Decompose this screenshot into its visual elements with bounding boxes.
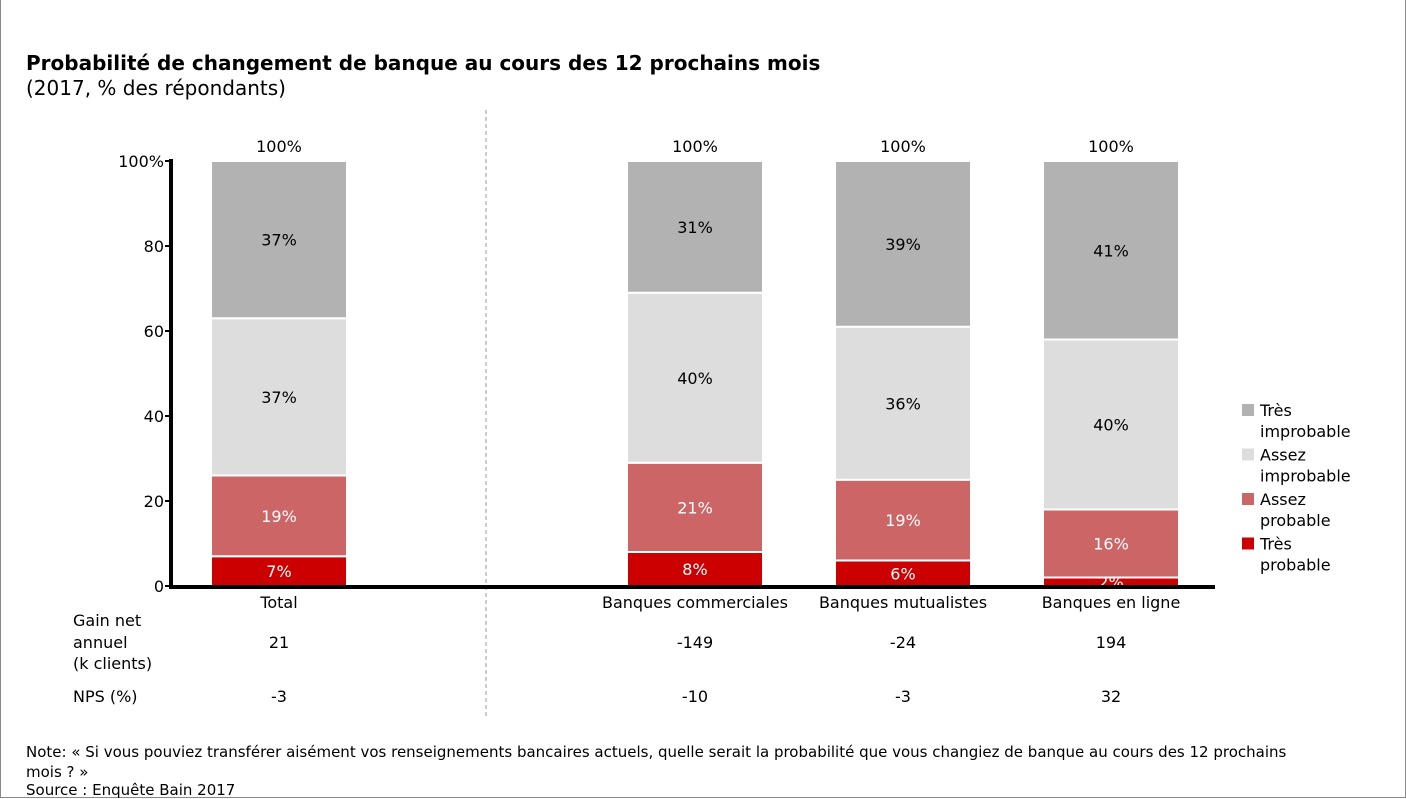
- data-label: 39%: [885, 235, 921, 254]
- note-line-1: Note: « Si vous pouviez transférer aisém…: [26, 743, 1287, 761]
- data-label: 7%: [266, 562, 291, 581]
- y-tick-label: 20: [144, 492, 164, 511]
- data-label: 16%: [1093, 535, 1129, 554]
- legend-label: improbable: [1260, 422, 1351, 441]
- gain-label-3: (k clients): [73, 654, 152, 673]
- legend-swatch: [1242, 448, 1254, 461]
- gain-value: -24: [890, 633, 916, 652]
- legend-label: Assez: [1260, 446, 1306, 465]
- source: Source : Enquête Bain 2017: [26, 781, 235, 799]
- gain-value: -149: [677, 633, 713, 652]
- data-label: 40%: [677, 369, 713, 388]
- data-label: 40%: [1093, 416, 1129, 435]
- category-label: Banques commerciales: [602, 593, 788, 612]
- legend-label: improbable: [1260, 467, 1351, 486]
- total-label: 100%: [880, 137, 926, 156]
- bar-segment: [834, 325, 972, 481]
- legend-label: probable: [1260, 556, 1331, 575]
- data-label: 21%: [677, 498, 713, 517]
- legend-label: Très: [1259, 535, 1292, 554]
- gain-value: 194: [1096, 633, 1127, 652]
- nps-value: -10: [682, 687, 708, 706]
- gain-label-1: Gain net: [73, 611, 141, 630]
- gain-value: 21: [269, 633, 289, 652]
- data-label: 37%: [261, 231, 297, 250]
- legend-label: Très: [1259, 401, 1292, 420]
- category-label: Total: [259, 593, 297, 612]
- data-label: 31%: [677, 218, 713, 237]
- y-tick-label: 40: [144, 407, 164, 426]
- category-label: Banques mutualistes: [819, 593, 987, 612]
- legend-swatch: [1242, 404, 1254, 416]
- chart-subtitle: (2017, % des répondants): [26, 76, 286, 100]
- nps-label: NPS (%): [73, 687, 138, 706]
- chart-title: Probabilité de changement de banque au c…: [26, 51, 820, 75]
- data-label: 19%: [885, 511, 921, 530]
- bar-segment: [210, 555, 348, 587]
- nps-value: -3: [895, 687, 911, 706]
- total-label: 100%: [672, 137, 718, 156]
- bar-segment: [626, 461, 764, 553]
- bar-segment: [210, 317, 348, 477]
- bar-segment: [1042, 508, 1180, 579]
- category-label: Banques en ligne: [1042, 593, 1181, 612]
- y-tick-label: 80: [144, 237, 164, 256]
- legend-swatch: [1242, 493, 1254, 505]
- bar-segment: [626, 291, 764, 464]
- total-label: 100%: [1088, 137, 1134, 156]
- bar-segment: [1042, 338, 1180, 511]
- legend-swatch: [1242, 537, 1254, 550]
- data-label: 6%: [890, 564, 915, 583]
- legend-label: Assez: [1260, 490, 1306, 509]
- nps-value: -3: [271, 687, 287, 706]
- gain-label-2: annuel: [73, 633, 128, 652]
- y-tick-label: 100%: [118, 152, 164, 171]
- data-label: 8%: [682, 560, 707, 579]
- bar-segment: [210, 160, 348, 320]
- bar-segment: [834, 160, 972, 328]
- data-label: 41%: [1093, 241, 1129, 260]
- nps-value: 32: [1101, 687, 1121, 706]
- data-label: 37%: [261, 388, 297, 407]
- y-tick-label: 60: [144, 322, 164, 341]
- total-label: 100%: [256, 137, 302, 156]
- note-line-2: mois ? »: [26, 763, 88, 781]
- bar-segment: [1042, 160, 1180, 341]
- legend-label: probable: [1260, 511, 1331, 530]
- bar-segment: [626, 160, 764, 294]
- data-label: 19%: [261, 507, 297, 526]
- data-label: 36%: [885, 394, 921, 413]
- y-tick-label: 0: [154, 577, 164, 596]
